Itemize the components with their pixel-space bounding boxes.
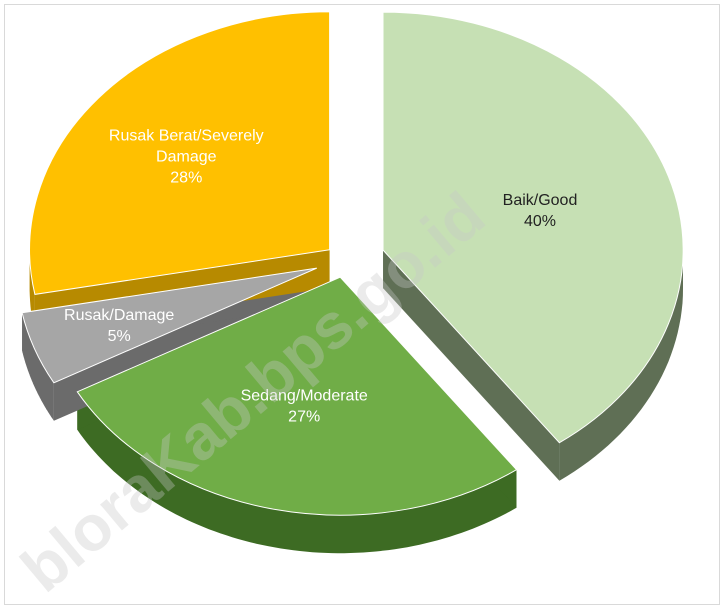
pie-slice-1 [76,276,518,516]
slice-category-label: Baik/Good [503,192,578,209]
pie-slice-2 [21,267,317,384]
slice-category-label: Damage [156,149,217,166]
pie-slice-3 [29,11,331,295]
slice-percent-label: 40% [524,213,556,230]
pie-chart: Baik/Good 40% Sedang/Moderate 27% Rusak/Dama… [8,11,684,606]
chart-frame: Baik/Good 40% Sedang/Moderate 27% Rusak/Dama… [4,4,720,606]
slice-percent-label: 27% [288,408,320,425]
slice-category-label: Rusak/Damage [64,307,174,324]
slice-percent-label: 28% [170,170,202,187]
pie-side-0 [559,250,683,481]
slice-category-label: Rusak Berat/Severely [109,128,264,145]
pie-slice-0 [382,11,684,444]
pie-tops [21,11,684,516]
slice-percent-label: 5% [108,328,131,345]
slice-category-label: Sedang/Moderate [241,387,368,404]
pie-side-1 [77,391,517,554]
pie-labels: Baik/Good 40% Sedang/Moderate 27% Rusak/Dama… [64,128,577,426]
pie-wall-0-1 [383,250,560,481]
